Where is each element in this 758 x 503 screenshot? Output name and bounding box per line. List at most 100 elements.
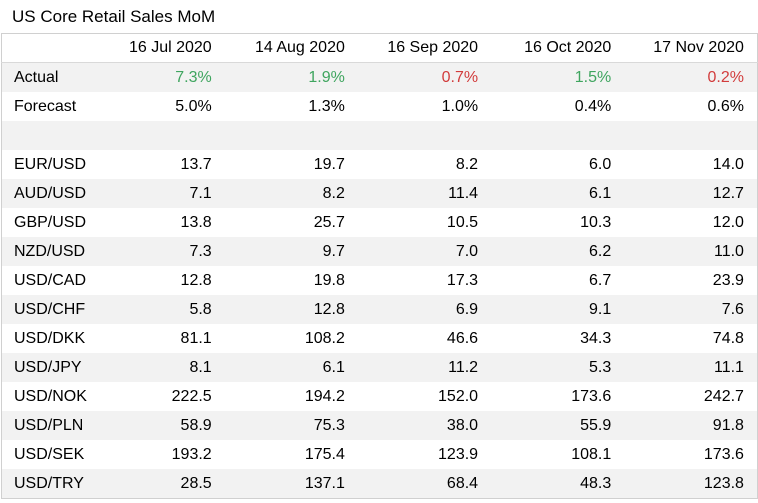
cell-value: 7.0: [357, 237, 492, 266]
table-row: USD/TRY 28.5 137.1 68.4 48.3 123.8: [1, 469, 758, 499]
cell-value: 10.3: [580, 213, 612, 231]
forecast-label: Forecast: [14, 97, 77, 115]
cell-value: 28.5: [91, 469, 225, 499]
row-label: USD/CHF: [1, 295, 92, 324]
table-row: EUR/USD 13.7 19.7 8.2 6.0 14.0: [2, 150, 758, 179]
cell-value: 74.8: [712, 329, 744, 347]
cell-value: 6.1: [491, 179, 625, 208]
cell-value: 25.7: [313, 213, 345, 231]
cell-value: 108.1: [571, 445, 612, 463]
table-row: USD/PLN 58.9 75.3 38.0 55.9 91.8: [1, 411, 758, 440]
cell-value: 9.1: [491, 295, 625, 324]
cell-value: 34.3: [580, 329, 612, 347]
spacer-cell: [357, 121, 492, 150]
cell-value: 38.0: [357, 411, 492, 440]
cell-value: 173.6: [703, 445, 744, 463]
row-label: GBP/USD: [14, 213, 87, 231]
forecast-row: Forecast 5.0% 1.3% 1.0% 0.4% 0.6%: [2, 92, 758, 121]
cell-value: 123.9: [438, 445, 479, 463]
cell-value: 91.8: [624, 411, 758, 440]
cell-value: 12.8: [180, 271, 212, 289]
cell-value: 19.8: [313, 271, 345, 289]
cell-value: 8.2: [224, 179, 358, 208]
forecast-value: 1.0%: [441, 97, 479, 115]
cell-value: 7.1: [91, 179, 225, 208]
table-row: USD/DKK 81.1 108.2 46.6 34.3 74.8: [2, 324, 758, 353]
cell-value: 137.1: [224, 469, 358, 499]
cell-value: 7.6: [624, 295, 758, 324]
table-row: USD/CAD 12.8 19.8 17.3 6.7 23.9: [2, 266, 758, 295]
actual-value: 0.2%: [624, 62, 758, 92]
row-label: USD/SEK: [14, 445, 85, 463]
cell-value: 194.2: [304, 387, 345, 405]
cell-value: 6.2: [491, 237, 625, 266]
header-corner: [1, 33, 92, 63]
cell-value: 5.3: [491, 353, 625, 382]
cell-value: 48.3: [491, 469, 625, 499]
actual-value: 1.5%: [491, 62, 625, 92]
actual-label: Actual: [1, 62, 92, 92]
cell-value: 242.7: [703, 387, 744, 405]
table-row: USD/JPY 8.1 6.1 11.2 5.3 11.1: [1, 353, 758, 382]
cell-value: 13.8: [180, 213, 212, 231]
cell-value: 6.9: [357, 295, 492, 324]
retail-sales-table: 16 Jul 2020 14 Aug 2020 16 Sep 2020 16 O…: [1, 33, 758, 499]
cell-value: 19.7: [313, 155, 345, 173]
cell-value: 123.8: [624, 469, 758, 499]
forecast-value: 0.4%: [574, 97, 612, 115]
row-label: USD/TRY: [1, 469, 92, 499]
actual-value: 0.7%: [357, 62, 492, 92]
actual-row: Actual 7.3% 1.9% 0.7% 1.5% 0.2%: [1, 62, 758, 92]
cell-value: 108.2: [304, 329, 345, 347]
cell-value: 8.2: [455, 155, 479, 173]
cell-value: 11.1: [624, 353, 758, 382]
cell-value: 6.0: [589, 155, 612, 173]
spacer-row: [1, 121, 758, 150]
table-row: NZD/USD 7.3 9.7 7.0 6.2 11.0: [1, 237, 758, 266]
cell-value: 11.4: [357, 179, 492, 208]
row-label: AUD/USD: [1, 179, 92, 208]
spacer-cell: [624, 121, 758, 150]
cell-value: 5.8: [91, 295, 225, 324]
cell-value: 173.6: [571, 387, 612, 405]
column-header: 16 Oct 2020: [491, 33, 625, 63]
row-label: NZD/USD: [1, 237, 92, 266]
forecast-value: 0.6%: [707, 97, 744, 115]
row-label: USD/DKK: [14, 329, 86, 347]
cell-value: 81.1: [180, 329, 212, 347]
table-row: AUD/USD 7.1 8.2 11.4 6.1 12.7: [1, 179, 758, 208]
header-row: 16 Jul 2020 14 Aug 2020 16 Sep 2020 16 O…: [1, 33, 758, 63]
spacer-cell: [1, 121, 92, 150]
cell-value: 75.3: [224, 411, 358, 440]
cell-value: 12.8: [224, 295, 358, 324]
cell-value: 46.6: [446, 329, 479, 347]
cell-value: 11.0: [624, 237, 758, 266]
row-label: USD/JPY: [1, 353, 92, 382]
cell-value: 13.7: [180, 155, 212, 173]
cell-value: 10.5: [446, 213, 479, 231]
column-header: 14 Aug 2020: [224, 33, 358, 63]
row-label: USD/NOK: [14, 387, 87, 405]
row-label: USD/CAD: [14, 271, 87, 289]
row-label: USD/PLN: [1, 411, 92, 440]
forecast-value: 5.0%: [175, 97, 212, 115]
cell-value: 6.7: [589, 271, 612, 289]
row-label: EUR/USD: [14, 155, 87, 173]
cell-value: 58.9: [91, 411, 225, 440]
spacer-cell: [224, 121, 358, 150]
cell-value: 55.9: [491, 411, 625, 440]
table-row: USD/SEK 193.2 175.4 123.9 108.1 173.6: [2, 440, 758, 469]
table-title: US Core Retail Sales MoM: [12, 7, 216, 26]
cell-value: 14.0: [712, 155, 744, 173]
cell-value: 17.3: [446, 271, 479, 289]
table-row: GBP/USD 13.8 25.7 10.5 10.3 12.0: [2, 208, 758, 237]
actual-value: 7.3%: [91, 62, 225, 92]
forecast-value: 1.3%: [308, 97, 345, 115]
cell-value: 23.9: [712, 271, 744, 289]
cell-value: 8.1: [91, 353, 225, 382]
spacer-cell: [491, 121, 625, 150]
cell-value: 222.5: [171, 387, 212, 405]
cell-value: 12.0: [712, 213, 744, 231]
table-row: USD/CHF 5.8 12.8 6.9 9.1 7.6: [1, 295, 758, 324]
cell-value: 193.2: [171, 445, 212, 463]
